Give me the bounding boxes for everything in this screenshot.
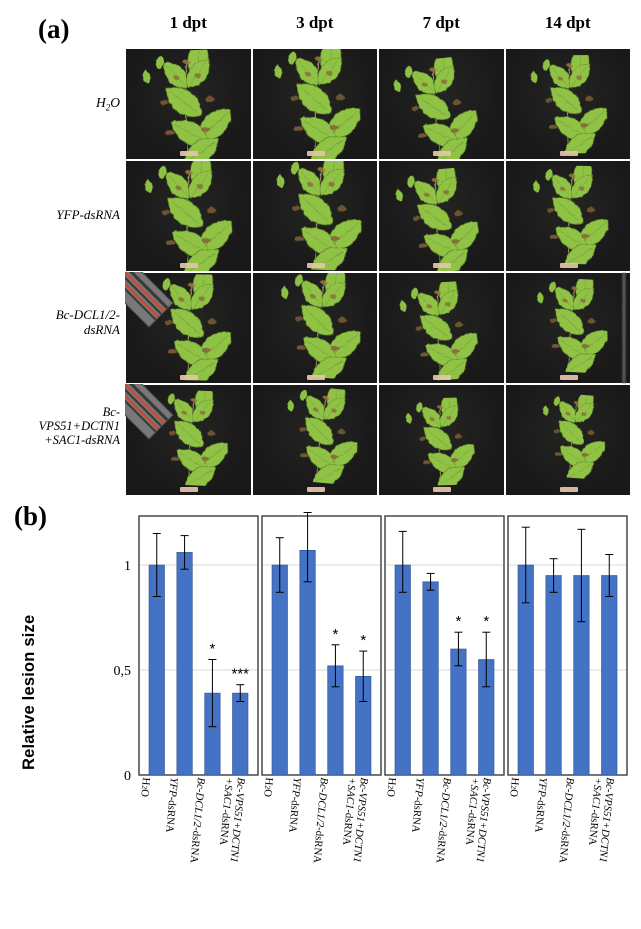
svg-text:1: 1	[124, 559, 131, 574]
svg-text:*: *	[360, 632, 366, 649]
svg-text:***: ***	[231, 666, 249, 683]
svg-text:*: *	[332, 626, 338, 643]
svg-text:*: *	[455, 613, 461, 630]
svg-text:0: 0	[124, 769, 131, 784]
svg-text:0,5: 0,5	[114, 664, 132, 679]
svg-text:*: *	[209, 641, 215, 658]
svg-text:*: *	[483, 613, 489, 630]
